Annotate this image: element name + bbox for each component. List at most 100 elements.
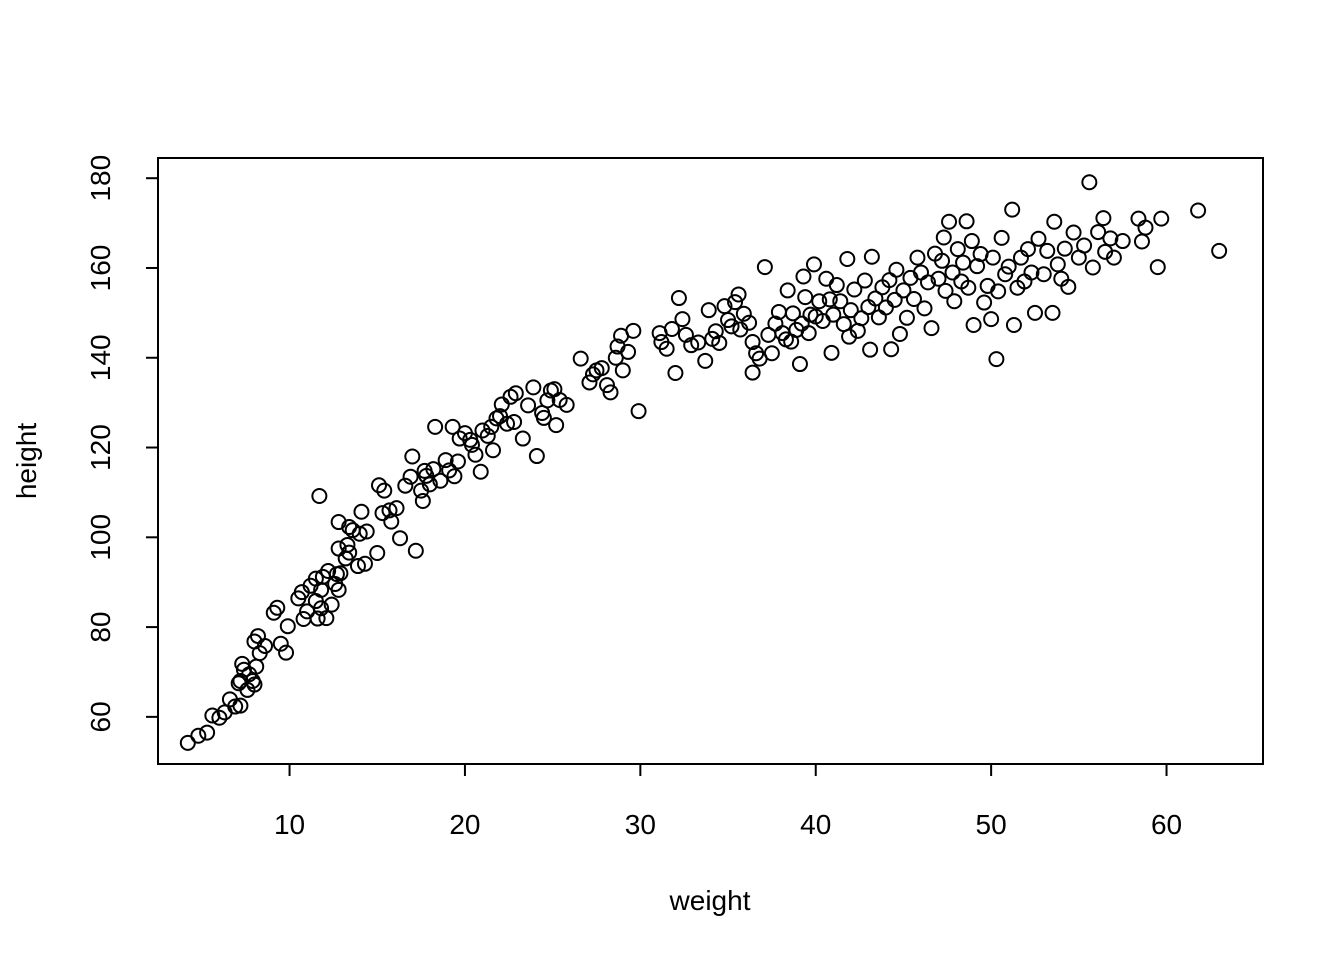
- data-point: [535, 409, 552, 426]
- data-point: [323, 596, 340, 613]
- x-axis-label: weight: [669, 885, 751, 916]
- data-point: [909, 249, 926, 266]
- y-tick-label: 100: [85, 514, 116, 561]
- data-point: [483, 418, 500, 435]
- data-point: [227, 698, 244, 715]
- data-point: [272, 635, 289, 652]
- data-point: [320, 562, 337, 579]
- data-point: [256, 637, 273, 654]
- data-point: [946, 293, 963, 310]
- data-point: [1130, 210, 1147, 227]
- data-point: [1023, 264, 1040, 281]
- data-point: [190, 727, 207, 744]
- data-point: [744, 364, 761, 381]
- data-point: [888, 261, 905, 278]
- data-point: [877, 299, 894, 316]
- data-point: [269, 599, 286, 616]
- data-point: [388, 500, 405, 517]
- data-point: [369, 545, 386, 562]
- data-point: [539, 392, 556, 409]
- data-point: [485, 442, 502, 459]
- data-point: [179, 734, 196, 751]
- data-point: [425, 461, 442, 478]
- data-point: [330, 581, 347, 598]
- data-point: [479, 427, 496, 444]
- data-point: [1044, 304, 1061, 321]
- y-tick-label: 180: [85, 155, 116, 202]
- data-point: [414, 492, 431, 509]
- data-point: [1102, 230, 1119, 247]
- data-point: [832, 293, 849, 310]
- data-point: [919, 274, 936, 291]
- data-point: [828, 277, 845, 294]
- data-point: [232, 697, 249, 714]
- data-point: [818, 270, 835, 287]
- data-point: [955, 254, 972, 271]
- data-point: [421, 476, 438, 493]
- data-point: [886, 291, 903, 308]
- data-point: [528, 448, 545, 465]
- data-point: [444, 418, 461, 435]
- data-point: [1005, 316, 1022, 333]
- data-point: [630, 403, 647, 420]
- data-point: [381, 502, 398, 519]
- data-point: [1190, 202, 1207, 219]
- data-point: [451, 430, 468, 447]
- data-point: [1035, 266, 1052, 283]
- data-point: [821, 291, 838, 308]
- data-point: [278, 644, 295, 661]
- y-tick-label: 140: [85, 334, 116, 381]
- data-point: [358, 523, 375, 540]
- data-point: [1049, 256, 1066, 273]
- data-point: [572, 350, 589, 367]
- data-point: [825, 306, 842, 323]
- data-point: [923, 320, 940, 337]
- data-point: [1090, 224, 1107, 241]
- data-point: [1133, 233, 1150, 250]
- data-point: [763, 345, 780, 362]
- data-point: [805, 256, 822, 273]
- data-point: [548, 417, 565, 434]
- y-tick-label: 80: [85, 612, 116, 643]
- data-point: [463, 436, 480, 453]
- data-point: [1114, 233, 1131, 250]
- data-point: [976, 294, 993, 311]
- data-point: [525, 379, 542, 396]
- data-point: [711, 334, 728, 351]
- data-point: [1000, 258, 1017, 275]
- data-point: [397, 477, 414, 494]
- data-point: [944, 264, 961, 281]
- data-point: [353, 503, 370, 520]
- data-point: [898, 309, 915, 326]
- x-axis: 10 20 30 40 50 60: [274, 763, 1182, 840]
- data-point: [1076, 237, 1093, 254]
- data-point: [402, 468, 419, 485]
- data-point: [1026, 304, 1043, 321]
- data-point: [383, 513, 400, 530]
- data-point: [741, 314, 758, 331]
- plot-frame: [157, 157, 1264, 765]
- data-point: [1046, 213, 1063, 230]
- data-point: [853, 310, 870, 327]
- data-point: [730, 286, 747, 303]
- data-point: [1056, 240, 1073, 257]
- data-point: [499, 415, 516, 432]
- y-axis: 60 80 100 120 140 160 180: [85, 155, 159, 732]
- data-point: [309, 610, 326, 627]
- data-point: [839, 251, 856, 267]
- data-point: [558, 396, 575, 413]
- data-point: [930, 270, 947, 287]
- y-tick-label: 60: [85, 701, 116, 732]
- data-point: [581, 374, 598, 391]
- data-point: [795, 268, 812, 285]
- data-point: [1004, 201, 1021, 218]
- data-point: [472, 463, 489, 480]
- data-point: [683, 337, 700, 354]
- data-point: [862, 341, 879, 358]
- data-point: [800, 325, 817, 342]
- data-point: [1039, 242, 1056, 259]
- data-point: [811, 293, 828, 310]
- data-point: [1065, 224, 1082, 241]
- data-point: [474, 422, 491, 439]
- x-tick-label: 10: [274, 809, 305, 840]
